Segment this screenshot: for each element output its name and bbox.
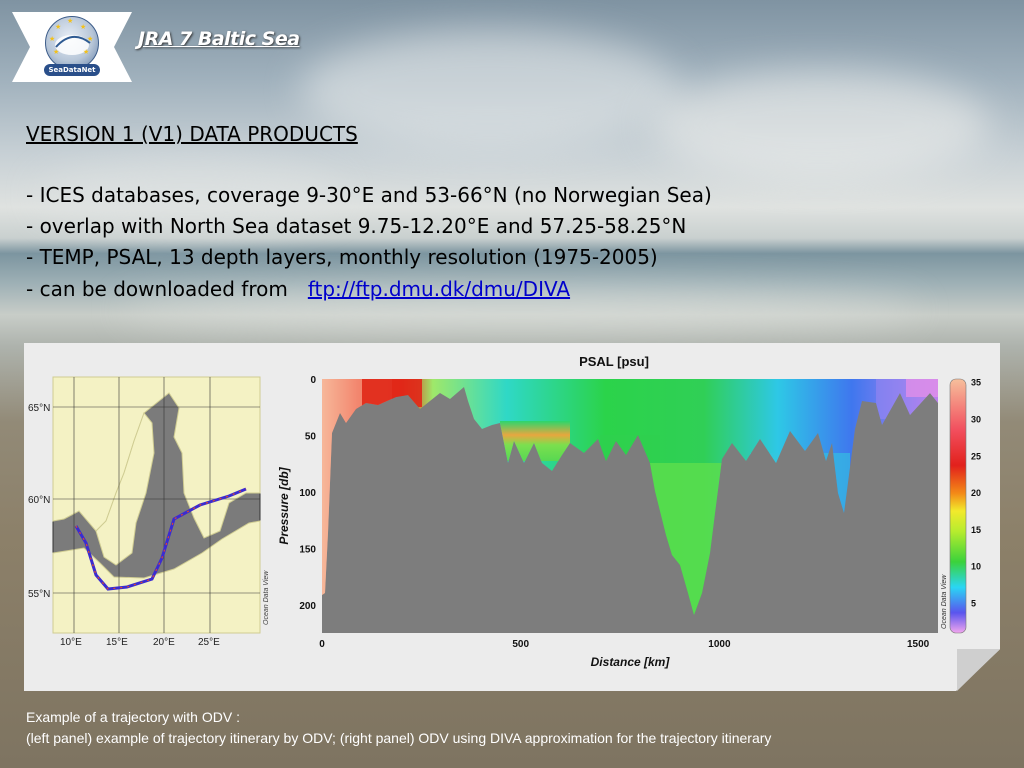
colorbar-tick-label: 35 — [971, 378, 981, 388]
background-cloud — [650, 70, 990, 180]
bullet-text: - can be downloaded from — [26, 277, 288, 301]
lon-label: 10°E — [60, 637, 82, 648]
lon-label: 25°E — [198, 637, 220, 648]
colorbar-tick-label: 5 — [971, 599, 976, 609]
star-icon: ★ — [55, 23, 62, 31]
star-icon: ★ — [53, 48, 60, 56]
bullet-item: - TEMP, PSAL, 13 depth layers, monthly r… — [26, 245, 658, 269]
colorbar-tick-label: 15 — [971, 525, 981, 535]
map-watermark: Ocean Data View — [263, 570, 270, 625]
y-tick-label: 150 — [299, 544, 316, 555]
map-land-scandinavia — [52, 376, 261, 539]
lat-label: 65°N — [28, 403, 50, 414]
logo-wordmark: SeaDataNet — [44, 64, 100, 76]
download-link[interactable]: ftp://ftp.dmu.dk/dmu/DIVA — [307, 277, 571, 301]
star-icon: ★ — [67, 17, 74, 25]
lon-label: 15°E — [106, 637, 128, 648]
star-icon: ★ — [83, 48, 90, 56]
x-tick-label: 1500 — [907, 639, 930, 650]
bullet-item: - overlap with North Sea dataset 9.75-12… — [26, 214, 687, 238]
star-icon: ★ — [80, 23, 87, 31]
colorbar-watermark: Ocean Data View — [941, 574, 948, 629]
header-title: JRA 7 Baltic Sea — [138, 28, 300, 50]
colorbar-tick-label: 25 — [971, 451, 981, 461]
logo-emblem — [45, 16, 99, 70]
bullet-item: - ICES databases, coverage 9-30°E and 53… — [26, 183, 712, 207]
lon-label: 20°E — [153, 637, 175, 648]
chart-title: PSAL [psu] — [579, 354, 649, 369]
logo-globe-icon — [55, 35, 91, 55]
section-title: VERSION 1 (V1) DATA PRODUCTS — [26, 122, 358, 146]
y-axis: 0 50 100 150 200 — [299, 375, 316, 612]
trajectory-map: 65°N 60°N 55°N 10°E 15°E 20°E 25°E Ocean… — [28, 376, 270, 648]
y-axis-label: Pressure [db] — [277, 466, 291, 544]
caption-line-1: Example of a trajectory with ODV : — [26, 709, 240, 725]
map-land-sweden — [95, 411, 155, 566]
colorbar-tick-label: 30 — [971, 414, 981, 424]
background-cloud — [40, 160, 340, 230]
x-axis: 0 500 1000 1500 — [319, 639, 929, 650]
trajectory-points — [75, 488, 247, 590]
colorbar-ticks: 5 10 15 20 25 30 35 — [971, 378, 981, 609]
y-tick-label: 0 — [310, 375, 316, 386]
background-cloud — [300, 30, 680, 150]
x-tick-label: 0 — [319, 639, 325, 650]
y-tick-label: 100 — [299, 488, 316, 499]
bullet-item-download: - can be downloaded from ftp://ftp.dmu.dk… — [26, 277, 570, 301]
x-tick-label: 500 — [512, 639, 529, 650]
map-land-south — [52, 520, 261, 634]
star-icon: ★ — [49, 35, 56, 43]
caption-line-2: (left panel) example of trajectory itine… — [26, 730, 772, 746]
colorbar — [949, 378, 967, 634]
colorbar-tick-label: 20 — [971, 488, 981, 498]
x-tick-label: 1000 — [708, 639, 731, 650]
psal-section-chart: PSAL [psu] 0 500 1000 1500 0 50 100 150 200 Dis… — [277, 354, 981, 669]
lat-label: 60°N — [28, 495, 50, 506]
y-tick-label: 200 — [299, 601, 316, 612]
y-tick-label: 50 — [305, 431, 317, 442]
map-gridlines — [53, 377, 260, 633]
x-axis-label: Distance [km] — [591, 655, 671, 669]
star-icon: ★ — [87, 35, 94, 43]
lat-label: 55°N — [28, 589, 50, 600]
colorbar-tick-label: 10 — [971, 562, 981, 572]
background-wave — [120, 290, 920, 330]
